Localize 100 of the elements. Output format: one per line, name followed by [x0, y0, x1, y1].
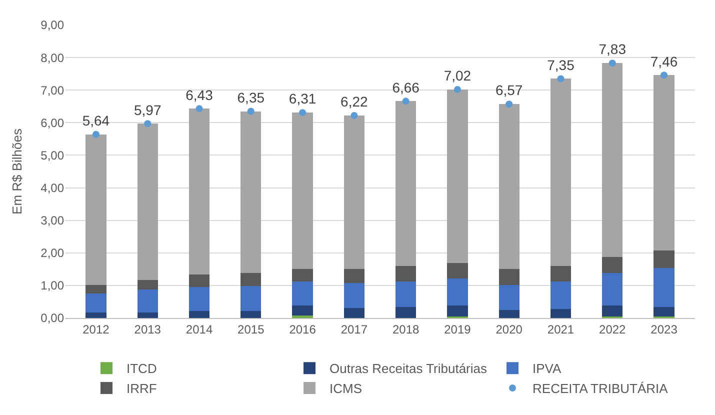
bar	[498, 310, 520, 318]
bar	[395, 266, 416, 282]
x-tick-label: 2017	[340, 322, 368, 336]
bar	[137, 312, 158, 318]
y-tick-label: 5,00	[40, 148, 64, 162]
y-axis-title: Em R$ Bilhões	[10, 128, 25, 214]
data-label: 7,02	[444, 68, 472, 84]
y-tick-label: 7,00	[40, 83, 64, 98]
legend-label: ICMS	[330, 381, 362, 396]
data-label: 5,97	[134, 102, 162, 118]
bar	[550, 309, 572, 318]
bar	[602, 257, 623, 274]
bar	[602, 63, 623, 258]
x-tick-label: 2022	[599, 322, 626, 336]
bar	[344, 308, 365, 318]
bar	[447, 89, 468, 263]
bar	[395, 306, 416, 318]
bar	[550, 282, 572, 310]
x-tick-label: 2021	[547, 322, 574, 336]
bar	[498, 104, 520, 269]
data-label: 7,46	[650, 53, 678, 70]
point	[608, 60, 616, 67]
point	[402, 98, 410, 105]
bar	[240, 111, 262, 274]
bar	[395, 101, 416, 266]
y-tick-label: 4,00	[40, 180, 64, 195]
data-label: 7,83	[598, 41, 626, 58]
x-tick-label: 2013	[134, 322, 162, 336]
legend-label: IPVA	[532, 361, 562, 376]
bar	[188, 311, 210, 318]
bar	[498, 268, 520, 285]
bar	[292, 112, 313, 269]
data-label: 6,43	[186, 86, 214, 103]
point	[350, 112, 358, 119]
bar	[344, 116, 365, 270]
data-label: 6,22	[340, 94, 368, 110]
bar	[188, 274, 210, 288]
y-tick-label: 3,00	[40, 214, 64, 228]
bar	[86, 293, 106, 312]
bar	[602, 273, 623, 306]
bar	[240, 286, 262, 312]
point	[144, 120, 152, 128]
data-label: 6,66	[392, 79, 420, 96]
bar	[654, 268, 674, 307]
bar	[447, 278, 468, 306]
y-tick-label: 0,00	[40, 311, 64, 326]
bar	[292, 268, 313, 282]
bar	[344, 283, 365, 308]
y-tick-label: 8,00	[40, 50, 64, 65]
x-tick-label: 2012	[82, 322, 110, 336]
bar	[137, 289, 158, 312]
bar	[447, 305, 468, 317]
x-tick-label: 2016	[289, 322, 316, 336]
point	[92, 130, 100, 138]
bar	[188, 287, 210, 312]
data-label: 6,57	[495, 82, 523, 98]
point	[506, 100, 513, 108]
bar	[86, 134, 106, 285]
x-tick-label: 2020	[496, 322, 523, 336]
data-label: 6,35	[237, 89, 265, 106]
data-label: 7,35	[547, 56, 575, 73]
bar	[86, 284, 106, 294]
data-label: 5,64	[82, 112, 110, 129]
bar	[240, 273, 262, 286]
point	[557, 75, 564, 82]
x-tick-label: 2023	[650, 322, 678, 336]
legend-label: IRRF	[126, 381, 157, 396]
bar	[654, 306, 674, 317]
bar	[550, 78, 572, 266]
y-tick-label: 9,00	[40, 18, 64, 32]
point	[247, 108, 254, 115]
point	[299, 109, 306, 116]
bar	[654, 250, 674, 268]
x-tick-label: 2018	[392, 322, 420, 336]
bar	[654, 75, 674, 251]
x-tick-label: 2014	[186, 322, 213, 336]
point	[660, 72, 668, 79]
bar	[498, 284, 520, 310]
bar	[188, 108, 210, 275]
x-tick-label: 2015	[238, 322, 265, 336]
bar	[292, 282, 313, 306]
bar	[137, 280, 158, 290]
bar	[395, 282, 416, 307]
point	[454, 86, 461, 93]
bar	[344, 269, 365, 284]
bar	[240, 311, 262, 318]
y-tick-label: 2,00	[40, 246, 64, 260]
y-tick-label: 1,00	[40, 278, 64, 293]
bar	[86, 312, 106, 318]
bar	[292, 315, 313, 318]
bar	[602, 305, 623, 317]
point	[196, 105, 203, 112]
legend-label: ITCD	[126, 361, 157, 376]
bar	[137, 124, 158, 280]
legend-label: Outras Receitas Tributárias	[330, 361, 488, 376]
legend-label: RECEITA TRIBUTÁRIA	[532, 381, 668, 396]
bar	[550, 266, 572, 282]
x-tick-label: 2019	[444, 322, 472, 336]
data-label: 6,31	[288, 90, 316, 107]
bar	[292, 305, 313, 316]
